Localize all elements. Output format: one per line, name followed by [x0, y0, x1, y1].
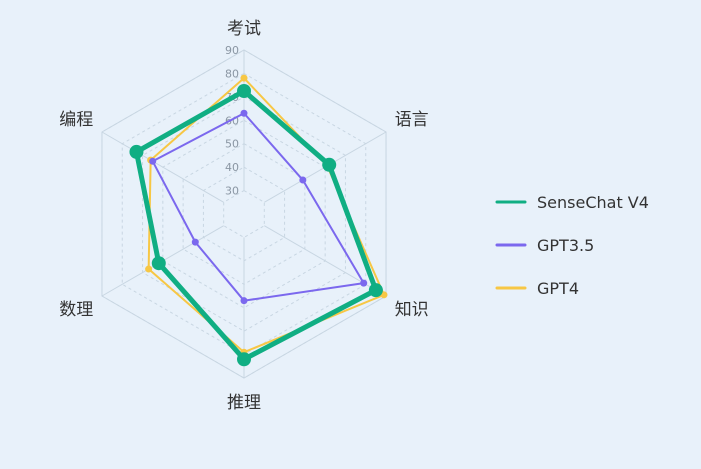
- grid-spoke-5: [101, 131, 224, 203]
- data-point-0[interactable]: [240, 74, 248, 82]
- legend[interactable]: SenseChat V4 GPT3.5 GPT4: [495, 193, 649, 298]
- axis-label-4: 数理: [59, 300, 93, 320]
- data-point-1[interactable]: [299, 176, 307, 184]
- tick-label-50: 50: [225, 138, 239, 151]
- data-point-3[interactable]: [240, 297, 248, 305]
- data-point-2[interactable]: [360, 279, 368, 287]
- series-line: [133, 88, 379, 362]
- data-point-5[interactable]: [129, 144, 144, 159]
- legend-item-2[interactable]: GPT4: [495, 279, 579, 298]
- data-point-5[interactable]: [149, 157, 157, 165]
- legend-label: GPT3.5: [537, 236, 594, 255]
- data-point-2[interactable]: [380, 291, 388, 299]
- axis-label-5: 编程: [59, 110, 93, 130]
- tick-label-30: 30: [225, 185, 239, 198]
- axis-label-0: 考试: [227, 19, 261, 39]
- data-point-2[interactable]: [368, 283, 383, 298]
- legend-label: GPT4: [537, 279, 579, 298]
- tick-label-90: 90: [225, 44, 239, 57]
- radar-grid: [101, 49, 387, 379]
- series-gpt3-5: [149, 109, 368, 305]
- series-sensechat-v4: [129, 84, 383, 367]
- legend-label: SenseChat V4: [537, 193, 649, 212]
- tick-label-80: 80: [225, 67, 239, 80]
- data-point-4[interactable]: [145, 265, 153, 273]
- axis-label-2: 知识: [395, 300, 429, 320]
- legend-item-1[interactable]: GPT3.5: [495, 236, 594, 255]
- radar-series: [129, 74, 388, 367]
- legend-item-0[interactable]: SenseChat V4: [495, 193, 649, 212]
- data-point-3[interactable]: [237, 352, 251, 367]
- grid-ring-30: [223, 189, 265, 239]
- series-line: [151, 112, 365, 302]
- axis-label-3: 推理: [227, 393, 261, 413]
- data-point-4[interactable]: [151, 256, 166, 271]
- axis-label-1: 语言: [395, 110, 429, 130]
- tick-label-40: 40: [225, 161, 239, 174]
- data-point-1[interactable]: [322, 157, 337, 172]
- data-point-0[interactable]: [237, 84, 251, 98]
- data-point-4[interactable]: [191, 238, 199, 246]
- data-point-0[interactable]: [240, 109, 248, 117]
